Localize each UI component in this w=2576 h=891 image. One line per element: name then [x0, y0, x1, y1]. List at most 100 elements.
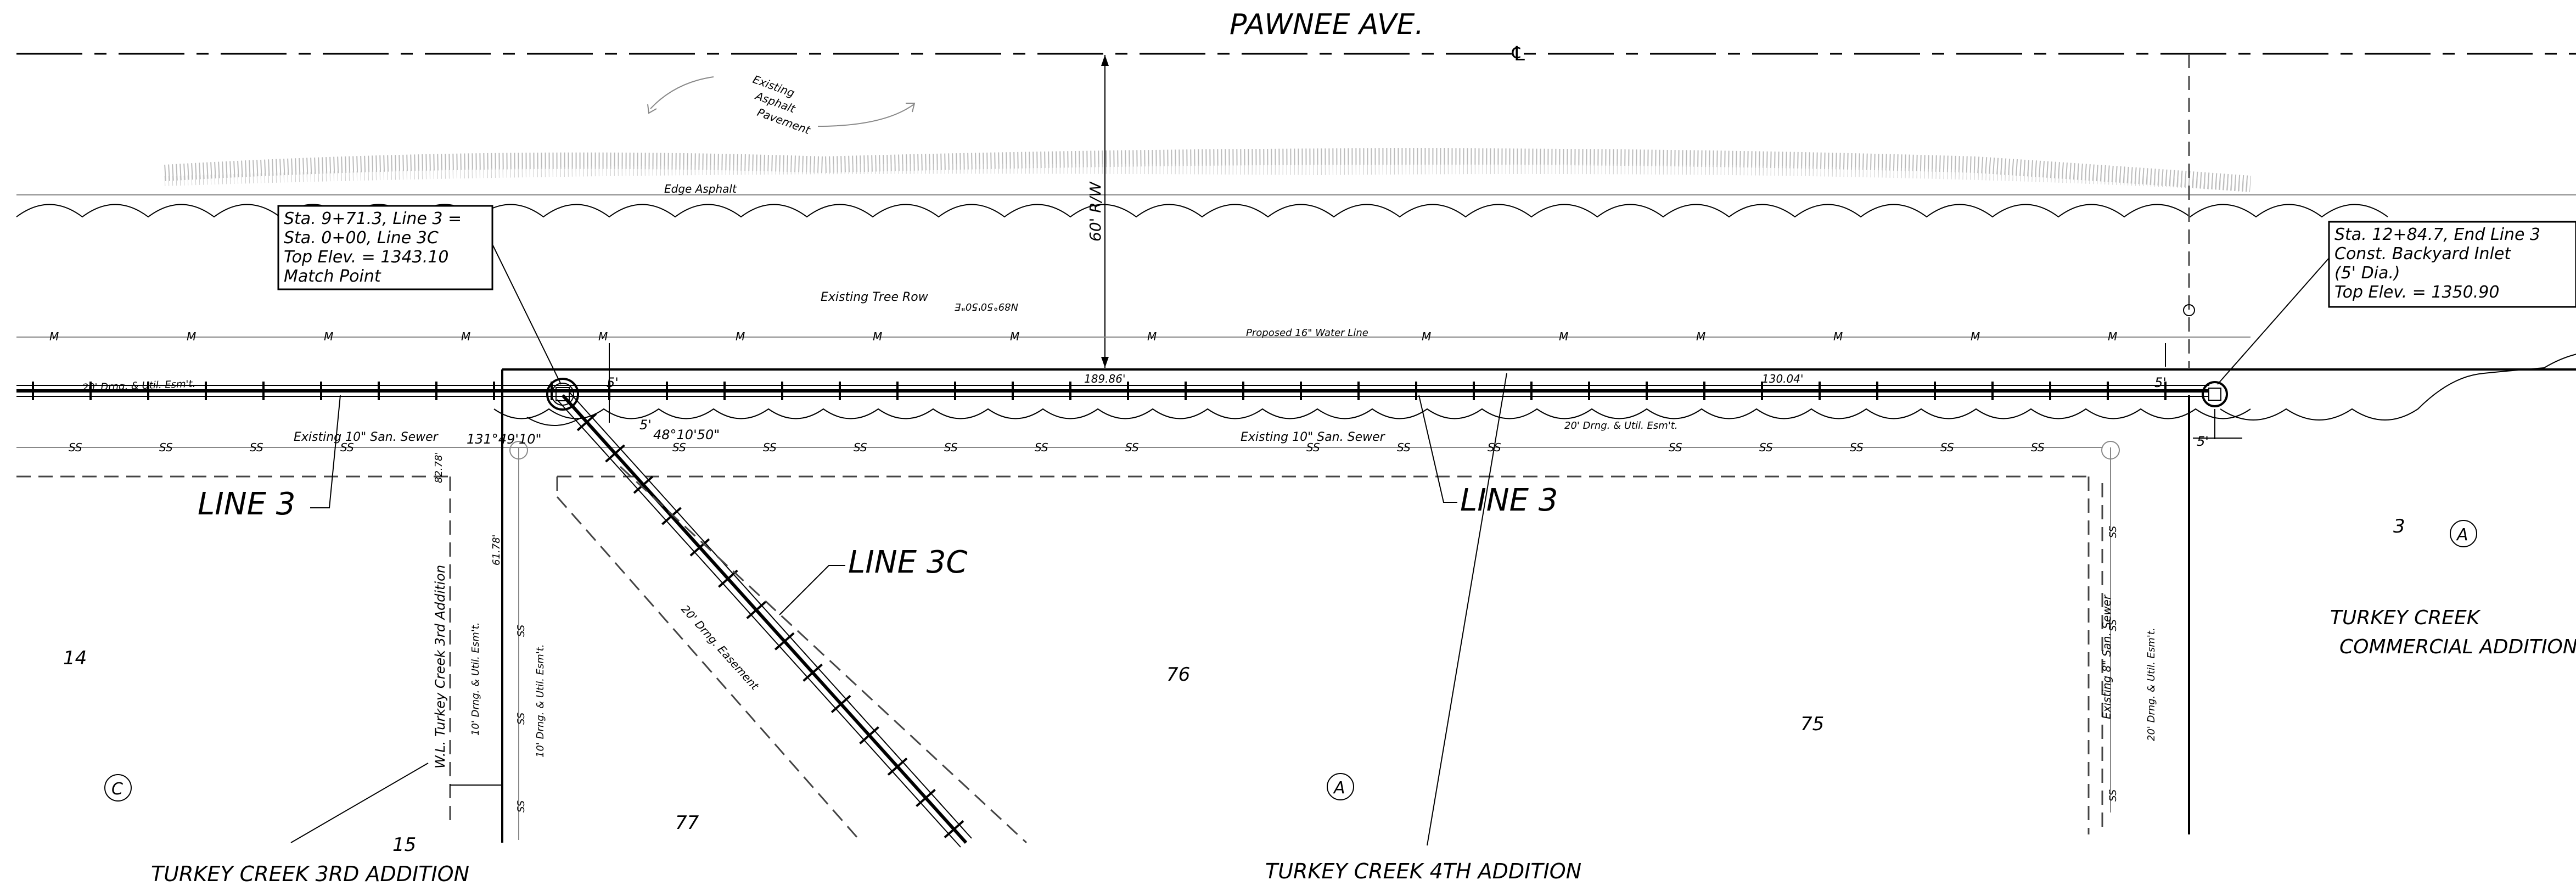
svg-text:SS: SS [1669, 441, 1682, 454]
dim-130: 130.04' [1762, 372, 1803, 385]
lot-3: 3 [2393, 515, 2405, 537]
pipe-joint [605, 444, 625, 463]
easement-10-b: 10' Drng. & Util. Esm't. [535, 644, 546, 758]
svg-text:M: M [1696, 330, 1705, 343]
pipe-joint [830, 694, 851, 713]
dim-arrows [609, 343, 2242, 439]
svg-text:M: M [736, 330, 745, 343]
svg-text:SS: SS [672, 441, 686, 454]
pipe-joint [746, 601, 767, 619]
lot-77: 77 [675, 812, 699, 834]
svg-text:SS: SS [1759, 441, 1773, 454]
subdivision-4th: TURKEY CREEK 4TH ADDITION [1265, 859, 1581, 883]
backyard-inlet [2202, 381, 2228, 407]
dim-5-d: 5' [2197, 434, 2209, 449]
easement-label-mid: 20' Drng. & Util. Esm't. [1564, 420, 1678, 432]
pipe-joint [859, 726, 879, 744]
svg-text:SS: SS [2107, 789, 2119, 802]
tree-row-canopy-bottom [493, 408, 2251, 419]
svg-text:M: M [1010, 330, 1019, 343]
line-3c-label: LINE 3C [848, 545, 968, 580]
sewer-manhole-left [509, 441, 528, 459]
angle-2: 48°10'50" [653, 427, 720, 442]
dim-189: 189.86' [1084, 372, 1125, 385]
svg-text:M: M [1833, 330, 1843, 343]
svg-text:M: M [1422, 330, 1431, 343]
svg-text:SS: SS [1125, 441, 1139, 454]
drainage-easement-lines [556, 466, 1028, 844]
lot-15: 15 [392, 834, 416, 856]
dim-61: 61.78' [491, 535, 502, 565]
lot-76: 76 [1166, 664, 1190, 686]
svg-text:SS: SS [515, 625, 527, 637]
block-a-right: A [2456, 525, 2468, 545]
street-name: PAWNEE AVE. [1230, 8, 1424, 41]
callout-right-2: Const. Backyard Inlet [2334, 244, 2511, 264]
wl-label: W.L. Turkey Creek 3rd Addition [433, 565, 448, 769]
bearing-label: N89°50'50"E [955, 301, 1018, 312]
lot-line-diagonal [1427, 373, 1507, 846]
callout-right-4: Top Elev. = 1350.90 [2334, 283, 2499, 302]
asphalt-note: Existing Asphalt Pavement [647, 72, 916, 137]
svg-text:SS: SS [854, 441, 867, 454]
callout-leader-right [2217, 257, 2330, 385]
callout-right-3: (5' Dia.) [2334, 264, 2400, 283]
svg-text:SS: SS [1306, 441, 1320, 454]
block-a-right-circle [2450, 520, 2477, 547]
existing-8-sewer-label: Existing 8" San. Sewer [2100, 594, 2113, 719]
svg-text:M: M [187, 330, 196, 343]
easement-label-right: 20' Drng. & Util. Esm't. [2146, 627, 2157, 741]
left-property-lines [290, 369, 503, 843]
valve-symbol [2183, 304, 2195, 316]
pipe-joint [661, 507, 682, 525]
sewer-marks-vertical-right: SS SS SS [2107, 526, 2119, 802]
pipe-joint [774, 632, 795, 651]
svg-text:SS: SS [1035, 441, 1048, 454]
dim-5-c: 5' [2154, 375, 2167, 390]
dim-82: 82.78' [433, 452, 445, 483]
line-3-label-mid: LINE 3 [1460, 483, 1558, 518]
svg-text:SS: SS [2107, 619, 2119, 631]
callout-right-1: Sta. 12+84.7, End Line 3 [2334, 225, 2540, 244]
pipe-joint [944, 820, 964, 839]
line-3-pipe-joints [32, 382, 2167, 400]
tree-row-label: Existing Tree Row [821, 290, 929, 304]
callout-box-left [277, 205, 493, 290]
svg-text:M: M [2108, 330, 2117, 343]
svg-text:SS: SS [515, 800, 527, 812]
svg-text:SS: SS [1940, 441, 1954, 454]
svg-text:M: M [1559, 330, 1568, 343]
line-3c-leader [779, 565, 845, 615]
svg-text:SS: SS [515, 713, 527, 725]
svg-text:M: M [1971, 330, 1980, 343]
right-of-way-label: 60' R/W [1086, 181, 1104, 242]
subdivision-3rd: TURKEY CREEK 3RD ADDITION [151, 862, 469, 886]
pipe-joint [887, 757, 908, 776]
line-3-leader-mid [1418, 395, 1457, 503]
svg-text:SS: SS [250, 441, 263, 454]
water-line-label: Proposed 16" Water Line [1246, 327, 1368, 339]
svg-text:M: M [1147, 330, 1157, 343]
svg-text:M: M [873, 330, 882, 343]
edge-asphalt-label: Edge Asphalt [664, 182, 737, 195]
centerline-symbol: ℄ [1509, 43, 1527, 65]
line-3c-pipe [557, 390, 972, 848]
svg-text:SS: SS [763, 441, 777, 454]
subdivision-commercial-1: TURKEY CREEK [2330, 607, 2481, 629]
sewer-marks-vertical-left: SS SS SS [515, 625, 527, 812]
pipe-joint [633, 475, 654, 494]
svg-text:SS: SS [340, 441, 354, 454]
tree-row-canopy-right [2220, 354, 2576, 421]
svg-text:M: M [461, 330, 470, 343]
dim-5-a: 5' [607, 375, 619, 390]
existing-sewer-label-mid: Existing 10" San. Sewer [1241, 430, 1386, 444]
callout-left-4: Match Point [284, 267, 381, 286]
svg-text:SS: SS [2031, 441, 2045, 454]
lot-75: 75 [1800, 713, 1824, 735]
callout-box-right [2328, 221, 2576, 308]
line-3-leader-left [310, 395, 341, 508]
sewer-manhole-right [2101, 441, 2120, 459]
pipe-joint [916, 789, 936, 807]
svg-text:M: M [49, 330, 59, 343]
